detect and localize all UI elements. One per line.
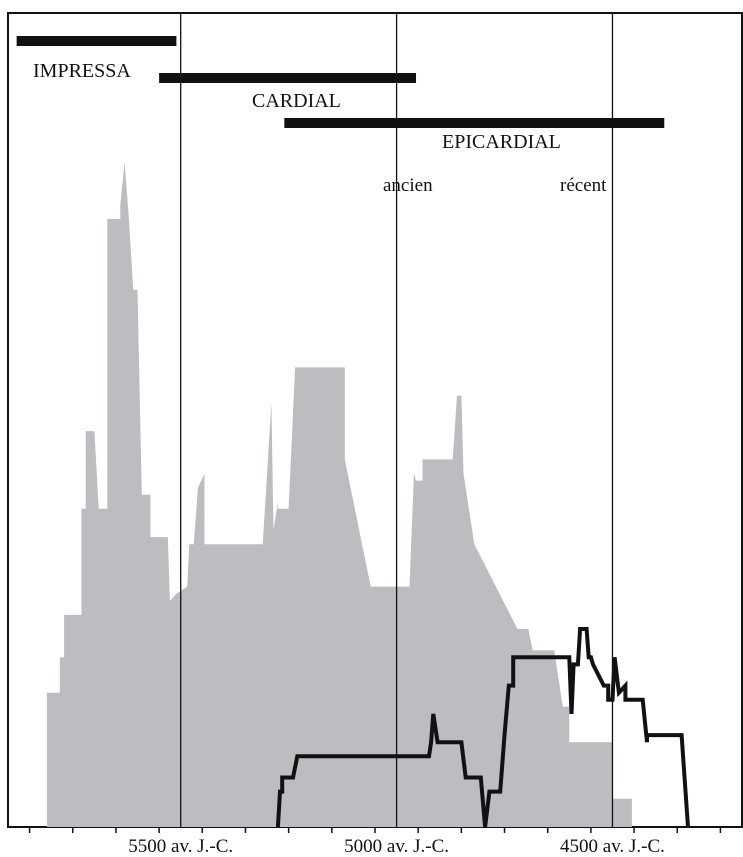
black-line-series (275, 627, 690, 828)
epicardial-phase-label: EPICARDIAL (442, 131, 561, 153)
x-tick-label-1: 5000 av. J.-C. (344, 836, 449, 857)
cardial-phase-bar (159, 73, 417, 83)
impressa-phase-label: IMPRESSA (33, 60, 131, 82)
x-tick-label-0: 5500 av. J.-C. (128, 836, 233, 857)
x-tick-label-2: 4500 av. J.-C. (560, 836, 665, 857)
cardial-phase-label: CARDIAL (252, 90, 341, 112)
récent-sub-label: récent (560, 175, 607, 196)
ancien-sub-label: ancien (383, 175, 433, 196)
epicardial-phase-bar (284, 118, 665, 128)
grey-area-series (46, 162, 632, 827)
impressa-phase-bar (16, 36, 177, 46)
